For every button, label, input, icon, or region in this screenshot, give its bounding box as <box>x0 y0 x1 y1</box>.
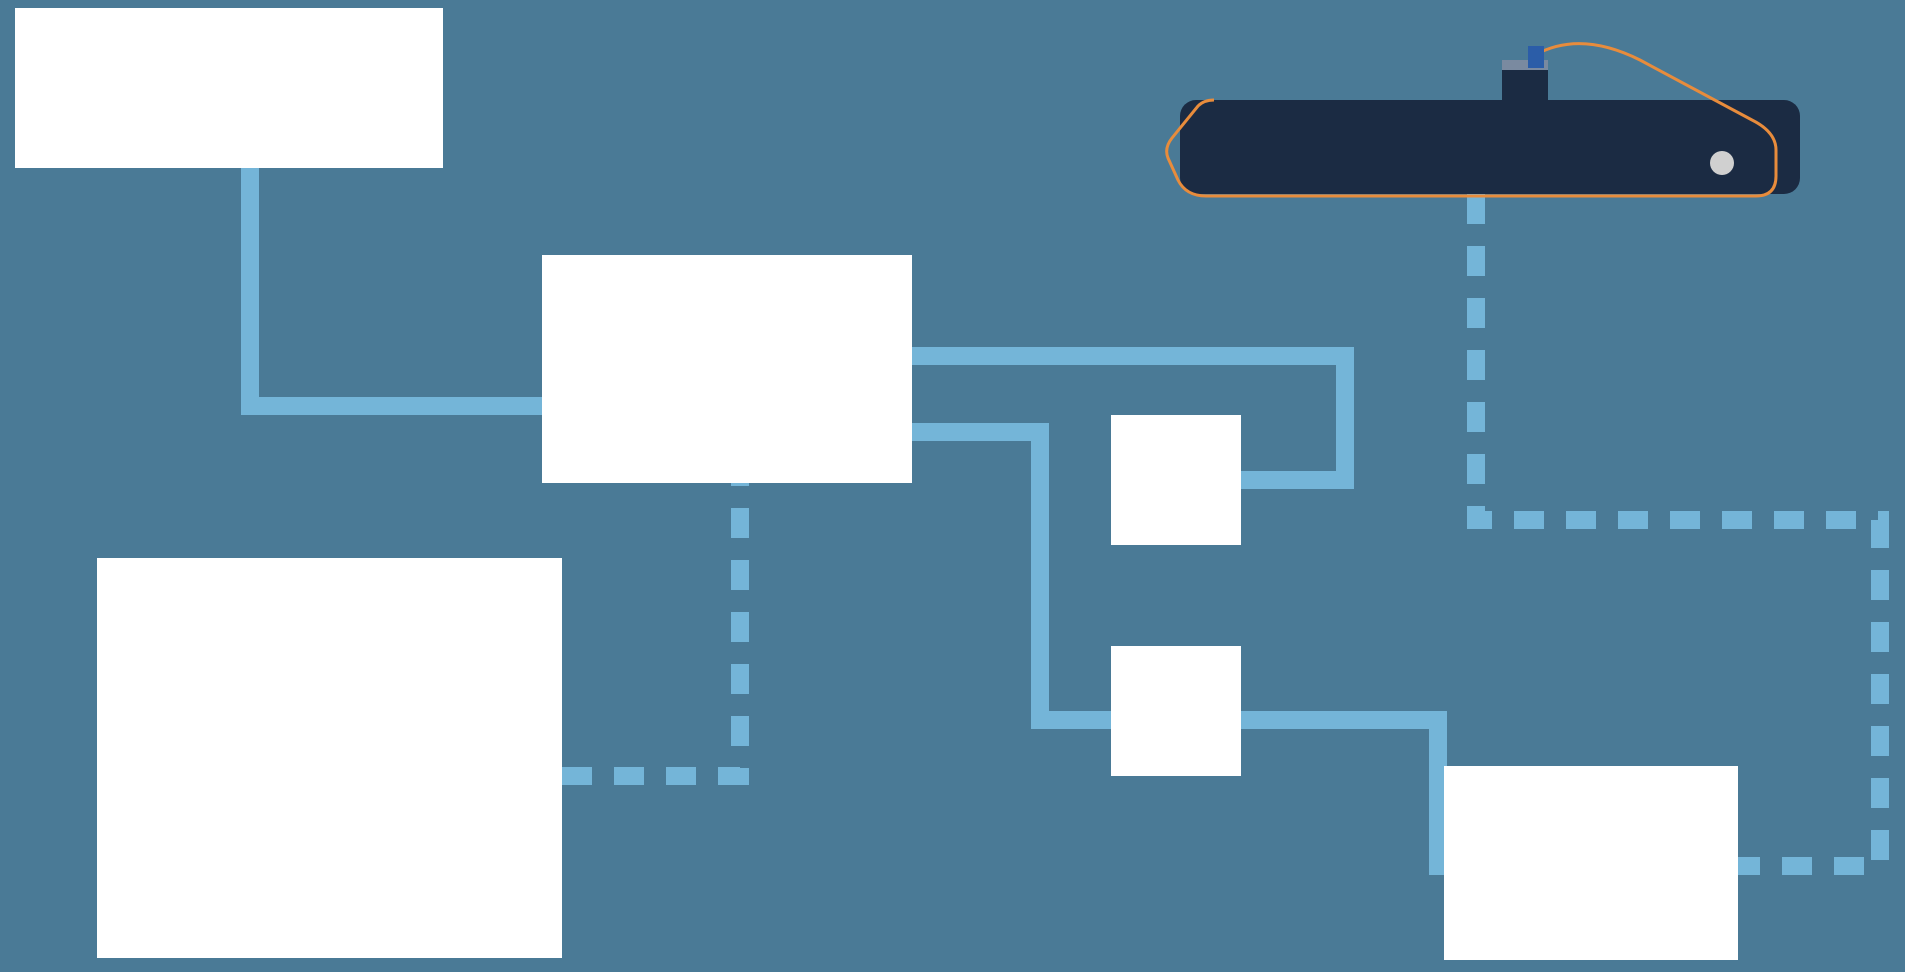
pump-nozzle <box>1528 46 1544 68</box>
monitor-panel <box>97 558 562 958</box>
controller-panel <box>15 8 443 168</box>
connector-solid <box>250 168 542 406</box>
reservoir-b-panel <box>1111 646 1241 776</box>
pump-knob <box>1710 151 1734 175</box>
connector-solid <box>912 432 1111 720</box>
pump-body <box>1180 100 1800 194</box>
hub-panel <box>542 255 912 483</box>
chip-panel <box>1444 766 1738 960</box>
connector-dashed <box>562 483 740 776</box>
reservoir-a-panel <box>1111 415 1241 545</box>
connector-solid <box>1241 720 1444 866</box>
